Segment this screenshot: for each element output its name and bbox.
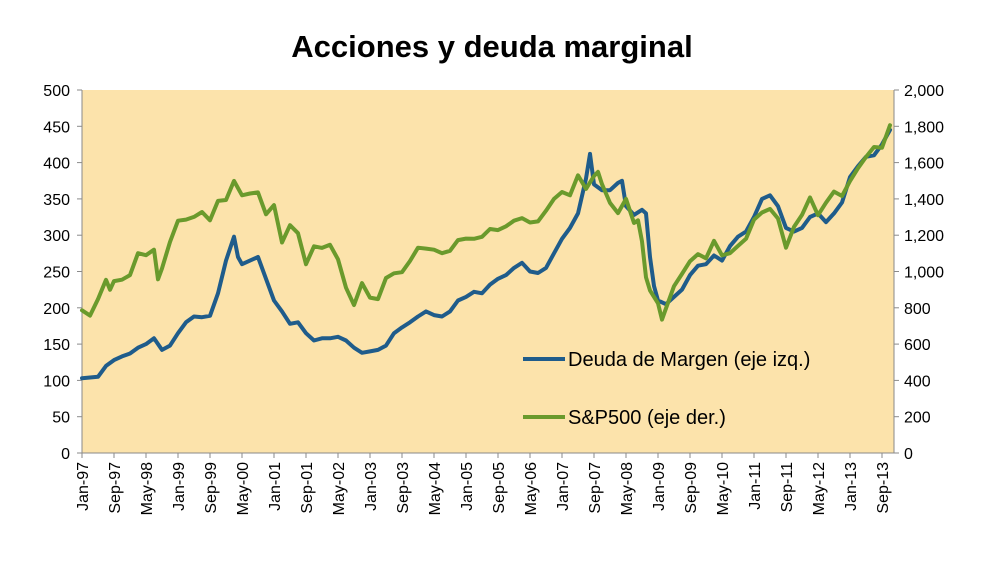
- x-tick-label: Sep-11: [779, 462, 796, 513]
- x-tick-label: Jan-03: [363, 462, 380, 511]
- y-right-tick-label: 400: [904, 373, 931, 390]
- x-tick-label: May-06: [523, 462, 540, 515]
- plot-area: [82, 90, 894, 453]
- legend-label-1: Deuda de Margen (eje izq.): [568, 349, 810, 371]
- x-tick-label: Jan-13: [843, 462, 860, 511]
- x-tick-label: Sep-03: [395, 462, 412, 514]
- series-lines: [80, 123, 892, 381]
- y-right-tick-label: 1,800: [904, 119, 944, 136]
- legend: Deuda de Margen (eje izq.) S&P500 (eje de…: [523, 349, 810, 429]
- x-tick-label: Sep-01: [299, 462, 316, 514]
- legend-label-2: S&P500 (eje der.): [568, 407, 726, 429]
- x-tick-label: May-10: [715, 462, 732, 515]
- x-tick-label: Jan-05: [459, 462, 476, 511]
- x-tick-label: Jan-01: [267, 462, 284, 511]
- x-tick-label: May-00: [235, 462, 252, 515]
- x-tick-label: May-02: [331, 462, 348, 515]
- x-tick-label: Sep-05: [491, 462, 508, 514]
- axes: 0 50 100 150 200 250 300 350 400 450 500 0 200 400 600…: [43, 83, 944, 515]
- x-tick-label: Jan-11: [747, 462, 764, 510]
- y-right-tick-label: 800: [904, 301, 931, 318]
- y-left-tick-label: 450: [43, 119, 70, 136]
- y-left-tick-label: 300: [43, 228, 70, 245]
- chart-title: Acciones y deuda marginal: [291, 29, 692, 64]
- y-right-tick-label: 1,000: [904, 265, 944, 282]
- y-left-tick-label: 200: [43, 301, 70, 318]
- x-tick-label: May-98: [139, 462, 156, 515]
- series-line-2: [80, 123, 892, 322]
- y-right-tick-label: 1,200: [904, 228, 944, 245]
- x-tick-label: Jan-99: [171, 462, 188, 511]
- x-tick-label: Sep-97: [107, 462, 124, 514]
- x-tick-label: Sep-09: [683, 462, 700, 514]
- x-tick-label: Sep-13: [875, 462, 892, 514]
- x-tick-label: Sep-07: [587, 462, 604, 514]
- y-right-tick-label: 2,000: [904, 83, 944, 100]
- y-left-tick-label: 150: [43, 337, 70, 354]
- y-right-tick-label: 0: [904, 446, 913, 463]
- y-left-tick-label: 100: [43, 373, 70, 390]
- y-left-tick-label: 50: [52, 410, 70, 427]
- y-left-tick-label: 350: [43, 192, 70, 209]
- y-left-tick-label: 500: [43, 83, 70, 100]
- y-right-tick-label: 1,600: [904, 156, 944, 173]
- x-tick-label: May-08: [619, 462, 636, 515]
- x-tick-label: Jan-09: [651, 462, 668, 511]
- y-left-tick-label: 400: [43, 156, 70, 173]
- y-left-tick-label: 0: [61, 446, 70, 463]
- x-tick-label: Jan-97: [75, 462, 92, 511]
- series-line-1: [80, 127, 892, 381]
- y-right-tick-label: 1,400: [904, 192, 944, 209]
- y-left-tick-label: 250: [43, 265, 70, 282]
- x-tick-label: May-04: [427, 462, 444, 515]
- y-right-tick-label: 600: [904, 337, 931, 354]
- x-tick-label: May-12: [811, 462, 828, 515]
- x-tick-label: Sep-99: [203, 462, 220, 514]
- y-right-tick-label: 200: [904, 410, 931, 427]
- x-tick-label: Jan-07: [555, 462, 572, 511]
